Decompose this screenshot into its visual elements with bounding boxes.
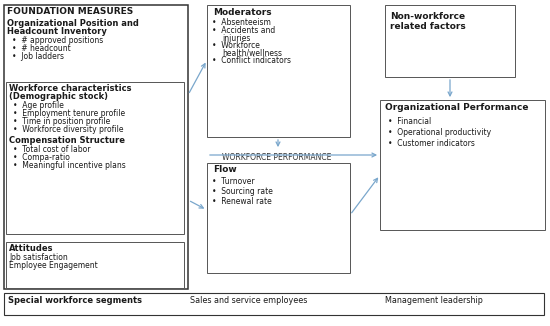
Text: Employee Engagement: Employee Engagement [9, 261, 98, 270]
Text: •  Job ladders: • Job ladders [12, 52, 64, 61]
Text: •  Turnover: • Turnover [212, 177, 255, 186]
Text: Moderators: Moderators [213, 8, 272, 17]
Text: •  Time in position profile: • Time in position profile [13, 117, 110, 126]
Text: Headcount Inventory: Headcount Inventory [7, 27, 107, 36]
Text: Organizational Position and: Organizational Position and [7, 19, 139, 28]
Text: Compensation Structure: Compensation Structure [9, 136, 125, 145]
Text: •  Renewal rate: • Renewal rate [212, 197, 272, 206]
Text: •  Compa-ratio: • Compa-ratio [13, 153, 70, 162]
Bar [385, 5, 515, 77]
Bar [380, 100, 545, 230]
Text: Sales and service employees: Sales and service employees [190, 296, 307, 305]
Text: injuries: injuries [222, 34, 250, 43]
Bar [207, 5, 350, 137]
Bar [207, 163, 350, 273]
Text: Workforce characteristics: Workforce characteristics [9, 84, 131, 93]
Text: Job satisfaction: Job satisfaction [9, 253, 68, 262]
Text: Special workforce segments: Special workforce segments [8, 296, 142, 305]
Text: health/wellness: health/wellness [222, 49, 282, 58]
Text: •  Total cost of labor: • Total cost of labor [13, 145, 91, 154]
Text: Flow: Flow [213, 165, 236, 174]
Bar [6, 242, 184, 288]
Bar [6, 82, 184, 234]
Bar [4, 5, 188, 289]
Text: WORKFORCE PERFORMANCE: WORKFORCE PERFORMANCE [222, 153, 331, 162]
Text: •  Conflict indicators: • Conflict indicators [212, 56, 291, 65]
Text: •  Customer indicators: • Customer indicators [388, 139, 475, 148]
Text: Non-workforce: Non-workforce [390, 12, 465, 21]
Text: •  Sourcing rate: • Sourcing rate [212, 187, 273, 196]
Text: related factors: related factors [390, 22, 466, 31]
Text: •  Absenteeism: • Absenteeism [212, 18, 271, 27]
Text: Attitudes: Attitudes [9, 244, 53, 253]
Bar [4, 293, 544, 315]
Text: •  Accidents and: • Accidents and [212, 26, 275, 35]
Text: •  Financial: • Financial [388, 117, 431, 126]
Text: •  Employment tenure profile: • Employment tenure profile [13, 109, 125, 118]
Text: (Demographic stock): (Demographic stock) [9, 92, 108, 101]
Text: •  Workforce: • Workforce [212, 41, 260, 50]
Text: •  Meaningful incentive plans: • Meaningful incentive plans [13, 161, 126, 170]
Text: Organizational Performance: Organizational Performance [385, 103, 529, 112]
Text: •  Age profile: • Age profile [13, 101, 64, 110]
Text: •  Workforce diversity profile: • Workforce diversity profile [13, 125, 124, 134]
Text: Management leadership: Management leadership [385, 296, 483, 305]
Text: FOUNDATION MEASURES: FOUNDATION MEASURES [7, 7, 133, 16]
Text: •  # headcount: • # headcount [12, 44, 71, 53]
Text: •  # approved positions: • # approved positions [12, 36, 103, 45]
Text: •  Operational productivity: • Operational productivity [388, 128, 491, 137]
